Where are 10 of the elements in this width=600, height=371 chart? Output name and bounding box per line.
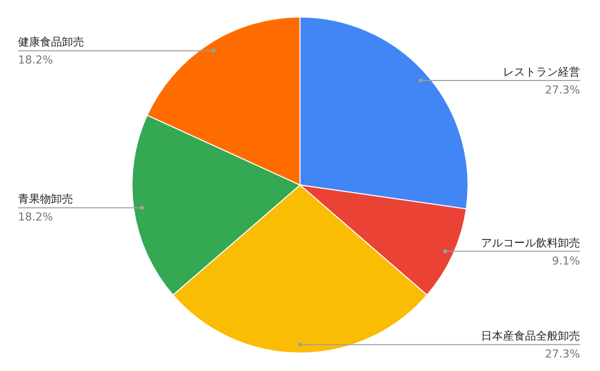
slice-label: アルコール飲料卸売 bbox=[481, 236, 580, 250]
data-label: 27.3% bbox=[545, 83, 580, 96]
data-label: 18.2% bbox=[18, 54, 53, 67]
slice-label: 青果物卸売 bbox=[18, 192, 73, 206]
data-label: 18.2% bbox=[18, 210, 53, 224]
data-label: 27.3% bbox=[545, 348, 580, 361]
slice-label: レストラン経営 bbox=[503, 65, 580, 78]
data-label: 9.1% bbox=[552, 254, 580, 268]
slice-label: 日本産食品全般卸売 bbox=[481, 330, 580, 343]
slice-label: 健康食品卸売 bbox=[18, 36, 84, 49]
